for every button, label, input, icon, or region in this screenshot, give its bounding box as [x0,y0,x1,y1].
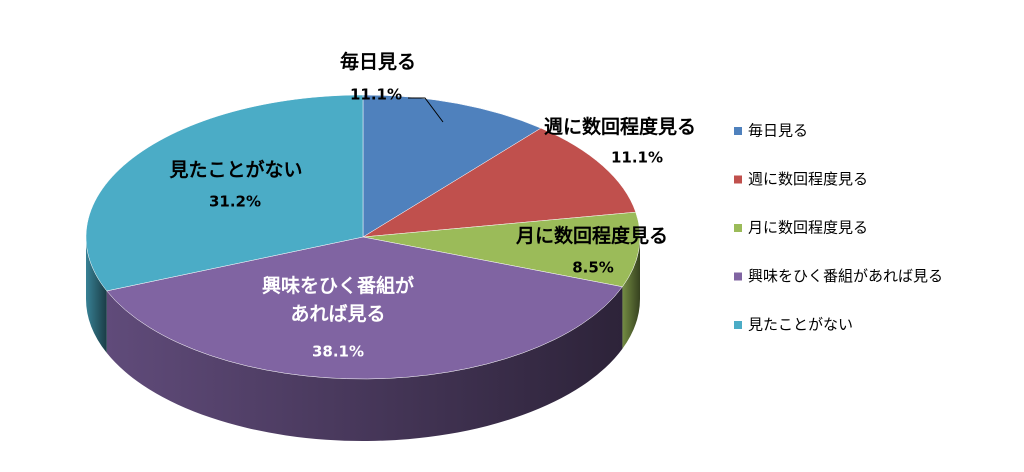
category-label: 興味をひく番組があれば見る [261,275,414,325]
category-label: 週に数回程度見る [543,116,696,138]
slice [362,211,641,288]
value-label: 31.2% [209,193,261,211]
legend-label: 毎日見る [748,122,808,140]
category-label: 毎日見る [339,51,416,73]
category-label: 見たことがない [169,159,303,181]
value-label: 11.1% [611,149,663,167]
legend-label: 見たことがない [748,316,853,334]
slice [85,94,364,292]
legend-swatch [734,272,742,281]
legend-label: 週に数回程度見る [748,170,868,188]
slice [362,94,542,238]
leader-line [408,97,444,123]
value-label: 8.5% [572,259,614,277]
slice [106,236,623,380]
legend-label: 月に数回程度見る [748,219,868,237]
value-label: 11.1% [350,86,402,104]
category-label: 月に数回程度見る [515,225,668,247]
legend-swatch [734,127,742,135]
slice-side [86,237,107,353]
legend-swatch [734,175,742,184]
value-label: 38.1% [312,343,364,361]
slice [362,127,637,238]
legend-swatch [734,321,742,329]
slice-side [106,286,623,441]
legend-swatch [734,224,742,232]
legend-label: 興味をひく番組があれば見る [748,267,943,285]
slice-side [622,237,640,349]
